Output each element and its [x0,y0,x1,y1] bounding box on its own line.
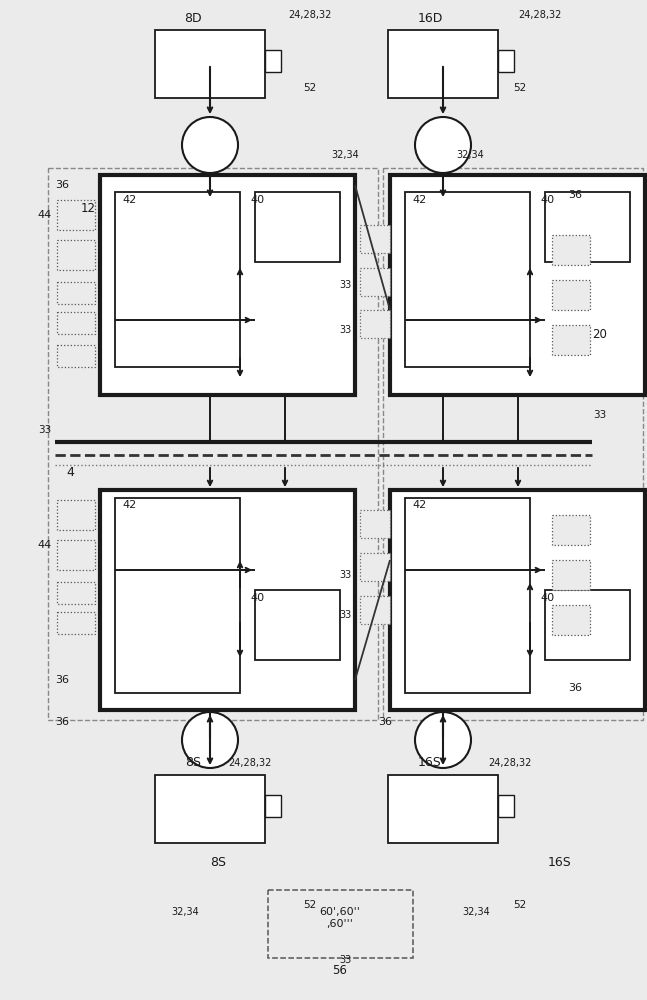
Text: 40: 40 [541,195,555,205]
Bar [57,345,95,367]
Text: 8D: 8D [184,11,202,24]
Text: 44: 44 [38,210,52,220]
Bar [552,280,590,310]
Bar [268,890,413,958]
Text: 40: 40 [251,195,265,205]
Text: 16S: 16S [548,856,572,869]
Bar [360,310,390,338]
Text: 24,28,32: 24,28,32 [228,758,272,768]
Text: 36: 36 [55,180,69,190]
Text: 52: 52 [303,900,316,910]
Bar [545,590,630,660]
Bar [405,498,530,693]
Text: 24,28,32: 24,28,32 [289,10,332,20]
Bar [552,235,590,265]
Bar [57,582,95,604]
Text: 52: 52 [513,900,527,910]
Bar [498,50,514,72]
Bar [360,510,390,538]
Bar [255,192,340,262]
Circle shape [182,117,238,173]
Circle shape [182,712,238,768]
Bar [48,168,378,720]
Bar [390,490,645,710]
Bar [57,500,95,530]
Text: 42: 42 [123,500,137,510]
Text: 16D: 16D [417,11,443,24]
Text: 24,28,32: 24,28,32 [488,758,532,768]
Text: 36: 36 [378,717,392,727]
Bar [552,560,590,590]
Bar [115,192,240,367]
Text: 8S: 8S [185,756,201,770]
Circle shape [415,712,471,768]
Text: 56: 56 [333,964,347,976]
Text: 32,34: 32,34 [462,907,490,917]
Bar [552,515,590,545]
Text: 16S: 16S [418,756,442,770]
Text: 33: 33 [593,410,607,420]
Bar [115,498,240,693]
Bar [155,30,265,98]
Bar [388,775,498,843]
Bar [388,30,498,98]
Text: 32,34: 32,34 [331,150,359,160]
Text: 42: 42 [413,195,427,205]
Text: 8S: 8S [210,856,226,869]
Text: 36: 36 [55,675,69,685]
Bar [100,490,355,710]
Bar [57,540,95,570]
Text: 33: 33 [38,425,52,435]
Bar [552,325,590,355]
Text: 44: 44 [38,540,52,550]
Text: 40: 40 [251,593,265,603]
Bar [545,192,630,262]
Text: 4: 4 [66,466,74,479]
Text: 24,28,32: 24,28,32 [518,10,562,20]
Bar [390,175,645,395]
Bar [57,200,95,230]
Bar [552,605,590,635]
Bar [155,775,265,843]
Bar [360,596,390,624]
Text: 60',60''
,60''': 60',60'' ,60''' [320,907,360,929]
Bar [57,612,95,634]
Bar [360,225,390,253]
Text: 33: 33 [339,280,351,290]
Text: 33: 33 [339,610,351,620]
Bar [265,50,281,72]
Text: 32,34: 32,34 [171,907,199,917]
Text: 36: 36 [568,683,582,693]
Bar [405,192,530,367]
Text: 33: 33 [339,955,351,965]
Bar [57,312,95,334]
Text: 20: 20 [593,328,608,342]
Bar [383,168,643,720]
Text: 33: 33 [339,325,351,335]
Text: 40: 40 [541,593,555,603]
Bar [498,795,514,817]
Bar [360,268,390,296]
Bar [57,240,95,270]
Text: 36: 36 [55,717,69,727]
Bar [255,590,340,660]
Bar [57,282,95,304]
Text: 33: 33 [339,570,351,580]
Bar [100,175,355,395]
Text: 36: 36 [568,190,582,200]
Text: 42: 42 [123,195,137,205]
Text: 12: 12 [80,202,96,215]
Text: 42: 42 [413,500,427,510]
Bar [360,553,390,581]
Bar [265,795,281,817]
Text: 52: 52 [513,83,527,93]
Circle shape [415,117,471,173]
Text: 32,34: 32,34 [456,150,484,160]
Text: 52: 52 [303,83,316,93]
